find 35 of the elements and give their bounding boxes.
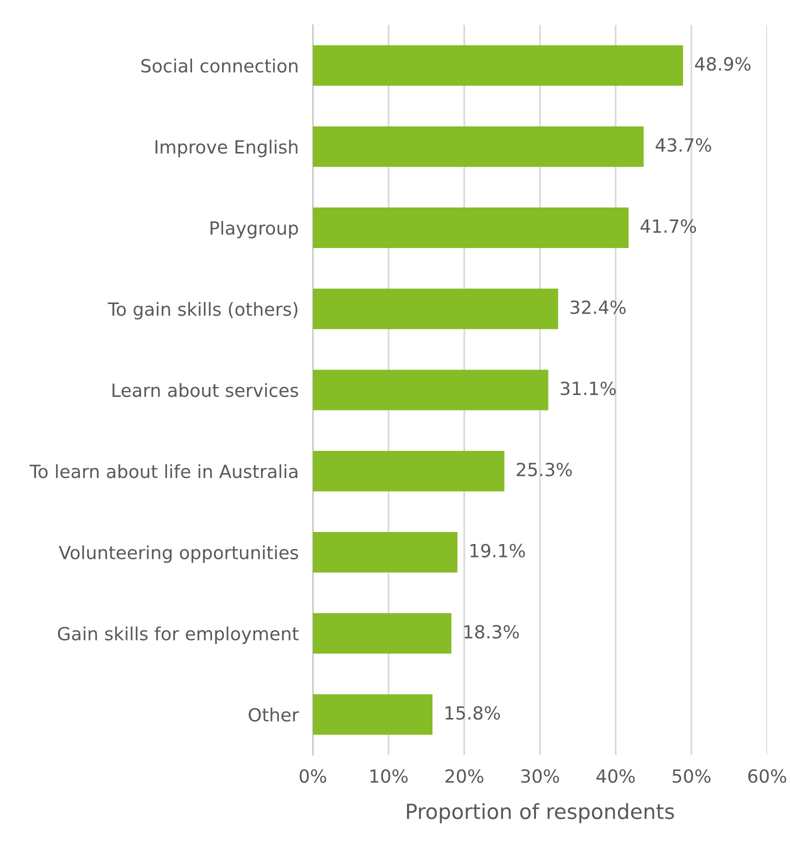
bar — [312, 126, 644, 167]
y-tick-label: To gain skills (others) — [108, 302, 298, 320]
data-label: 32.4% — [570, 300, 626, 314]
data-label: 19.1% — [470, 544, 525, 558]
bar — [312, 613, 452, 654]
y-tick-label: To learn about life in Australia — [30, 464, 298, 478]
y-tick-label: Other — [248, 708, 299, 722]
x-tick-label: 40% — [596, 769, 635, 783]
bar — [312, 694, 432, 735]
x-tick-label: 60% — [748, 769, 786, 783]
y-tick-label: Volunteering opportunities — [58, 545, 298, 563]
data-label: 25.3% — [516, 462, 572, 476]
x-tick-label: 50% — [672, 769, 710, 783]
bar — [312, 207, 629, 248]
bar — [312, 450, 504, 492]
data-label: 31.1% — [560, 382, 616, 396]
x-tick-label: 0% — [300, 769, 326, 783]
x-tick-label: 10% — [370, 769, 408, 783]
data-label: 41.7% — [640, 219, 696, 233]
bar — [312, 45, 684, 86]
data-label: 43.7% — [656, 138, 712, 152]
y-tick-label: Gain skills for employment — [58, 626, 299, 644]
data-label: 48.9% — [695, 57, 751, 71]
x-axis-title: Proportion of respondents — [407, 803, 674, 824]
data-label: 15.8% — [446, 706, 500, 720]
y-tick-label: Social connection — [141, 58, 298, 73]
data-label: 18.3% — [464, 624, 519, 639]
y-tick-label: Playgroup — [210, 220, 298, 238]
bar — [312, 370, 548, 410]
bar — [312, 288, 558, 330]
bar — [312, 532, 458, 573]
y-tick-label: Learn about services — [112, 383, 298, 398]
x-tick-label: 30% — [521, 769, 560, 783]
x-tick-label: 20% — [446, 769, 484, 783]
y-tick-label: Improve English — [156, 140, 298, 158]
